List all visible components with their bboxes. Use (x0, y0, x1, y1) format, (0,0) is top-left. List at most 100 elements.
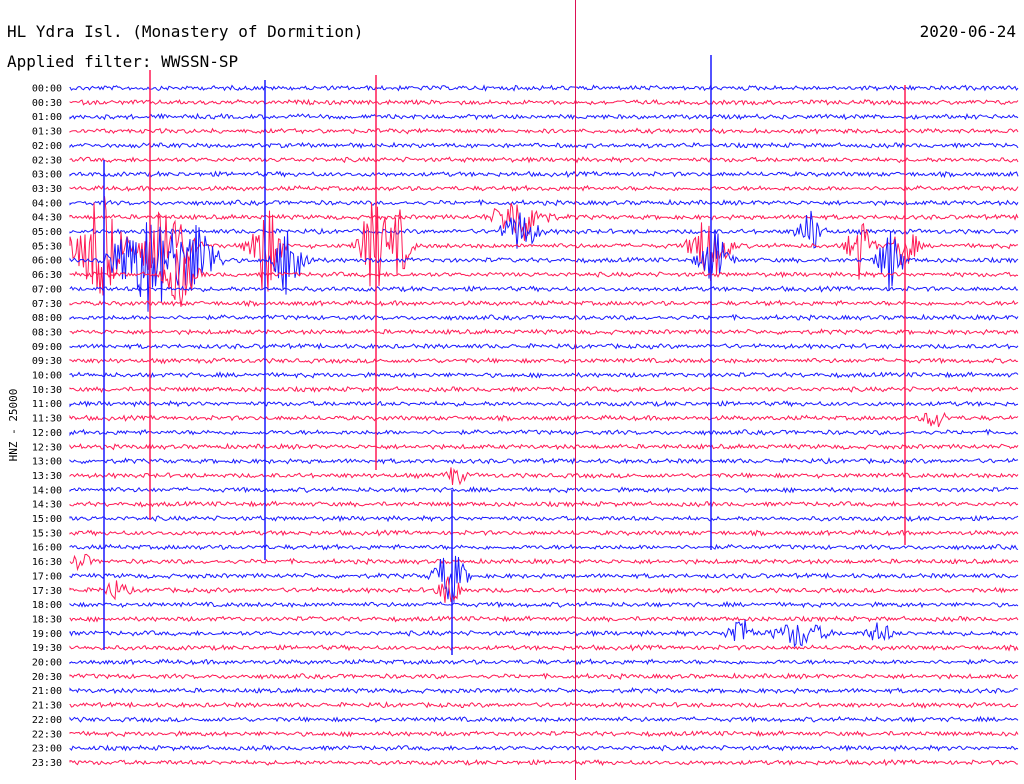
seismic-trace (69, 210, 1019, 249)
row-time-label: 18:30 (32, 614, 62, 625)
seismic-trace (69, 98, 1019, 106)
row-time-label: 08:00 (32, 313, 62, 324)
seismic-trace (69, 529, 1019, 537)
seismic-trace (69, 112, 1019, 121)
seismic-trace (69, 203, 1019, 241)
row-time-label: 06:00 (32, 256, 62, 267)
row-time-label: 02:00 (32, 141, 62, 152)
row-time-label: 17:30 (32, 586, 62, 597)
seismic-trace (69, 198, 1019, 207)
row-time-label: 23:30 (32, 758, 62, 769)
row-time-label: 08:30 (32, 327, 62, 338)
row-time-label: 00:00 (32, 84, 62, 95)
row-time-label: 05:30 (32, 241, 62, 252)
row-time-label: 19:30 (32, 643, 62, 654)
row-time-label: 11:00 (32, 399, 62, 410)
seismic-trace (69, 672, 1019, 680)
row-time-label: 06:30 (32, 270, 62, 281)
row-time-label: 01:30 (32, 127, 62, 138)
y-axis-label: HNZ - 25000 (7, 389, 20, 462)
row-time-label: 12:00 (32, 428, 62, 439)
row-time-label: 04:00 (32, 198, 62, 209)
seismic-trace (69, 285, 1019, 293)
seismic-trace (69, 328, 1019, 336)
seismic-trace (69, 730, 1019, 738)
seismic-trace (69, 615, 1019, 623)
row-time-label: 17:00 (32, 571, 62, 582)
station-title: HL Ydra Isl. (Monastery of Dormition) (7, 22, 363, 41)
row-time-label: 21:00 (32, 686, 62, 697)
row-time-label: 14:00 (32, 485, 62, 496)
row-time-label: 10:30 (32, 385, 62, 396)
row-time-label: 15:30 (32, 528, 62, 539)
seismic-trace (69, 619, 1019, 648)
seismic-trace (69, 758, 1018, 767)
seismic-trace (69, 658, 1019, 666)
seismic-trace (69, 84, 1019, 92)
seismic-trace (69, 313, 1019, 322)
row-time-label: 09:00 (32, 342, 62, 353)
row-time-label: 12:30 (32, 442, 62, 453)
row-time-label: 18:00 (32, 600, 62, 611)
row-time-label: 07:00 (32, 284, 62, 295)
row-time-label: 05:00 (32, 227, 62, 238)
seismic-trace (69, 184, 1019, 192)
seismic-trace (69, 744, 1019, 752)
seismic-trace (69, 500, 1019, 508)
seismic-trace (69, 299, 1019, 308)
seismic-trace (69, 553, 1019, 572)
seismic-trace (69, 514, 1019, 523)
row-time-label: 15:00 (32, 514, 62, 525)
filter-label: Applied filter: WWSSN-SP (7, 52, 238, 71)
row-time-label: 21:30 (32, 701, 62, 712)
row-time-label: 22:00 (32, 715, 62, 726)
row-time-label: 00:30 (32, 98, 62, 109)
seismic-trace (69, 485, 1019, 494)
row-time-label: 23:00 (32, 744, 62, 755)
row-time-label: 14:30 (32, 500, 62, 511)
row-time-label: 20:30 (32, 672, 62, 683)
seismic-trace (69, 141, 1019, 150)
seismic-trace (69, 342, 1019, 350)
seismic-trace (69, 715, 1019, 723)
seismic-trace (69, 457, 1019, 465)
seismic-trace (69, 555, 1019, 602)
seismic-trace (69, 442, 1019, 451)
row-time-label: 19:00 (32, 629, 62, 640)
row-time-label: 10:00 (32, 371, 62, 382)
row-time-label: 03:30 (32, 184, 62, 195)
seismic-trace (69, 643, 1019, 652)
row-time-label: 09:30 (32, 356, 62, 367)
seismic-trace (69, 196, 1019, 296)
row-time-label: 13:30 (32, 471, 62, 482)
seismic-trace (69, 156, 1019, 164)
seismic-trace (69, 428, 1018, 437)
seismic-trace (69, 686, 1019, 695)
date-label: 2020-06-24 (920, 22, 1016, 41)
row-time-label: 03:00 (32, 170, 62, 181)
row-label-group: 00:00 00:30 01:00 01:30 02:00 02:30 03:00 03:30… (32, 84, 62, 769)
row-time-label: 11:30 (32, 414, 62, 425)
row-time-label: 22:30 (32, 729, 62, 740)
row-time-label: 20:00 (32, 658, 62, 669)
row-time-label: 13:00 (32, 457, 62, 468)
seismic-trace (69, 467, 1019, 486)
seismic-trace (69, 600, 1019, 609)
row-time-label: 07:30 (32, 299, 62, 310)
seismic-trace (69, 385, 1019, 393)
seismic-trace (69, 700, 1019, 709)
trace-group (69, 55, 1019, 767)
seismic-trace (69, 249, 1019, 307)
seismic-trace (69, 371, 1019, 379)
row-time-label: 01:00 (32, 112, 62, 123)
seismic-trace (69, 127, 1019, 135)
row-time-label: 04:30 (32, 213, 62, 224)
seismic-trace (69, 222, 1019, 312)
seismic-trace (69, 411, 1019, 428)
seismic-trace (69, 543, 1019, 551)
seismic-trace (69, 170, 1019, 179)
row-time-label: 16:00 (32, 543, 62, 554)
seismic-trace (69, 576, 1019, 603)
